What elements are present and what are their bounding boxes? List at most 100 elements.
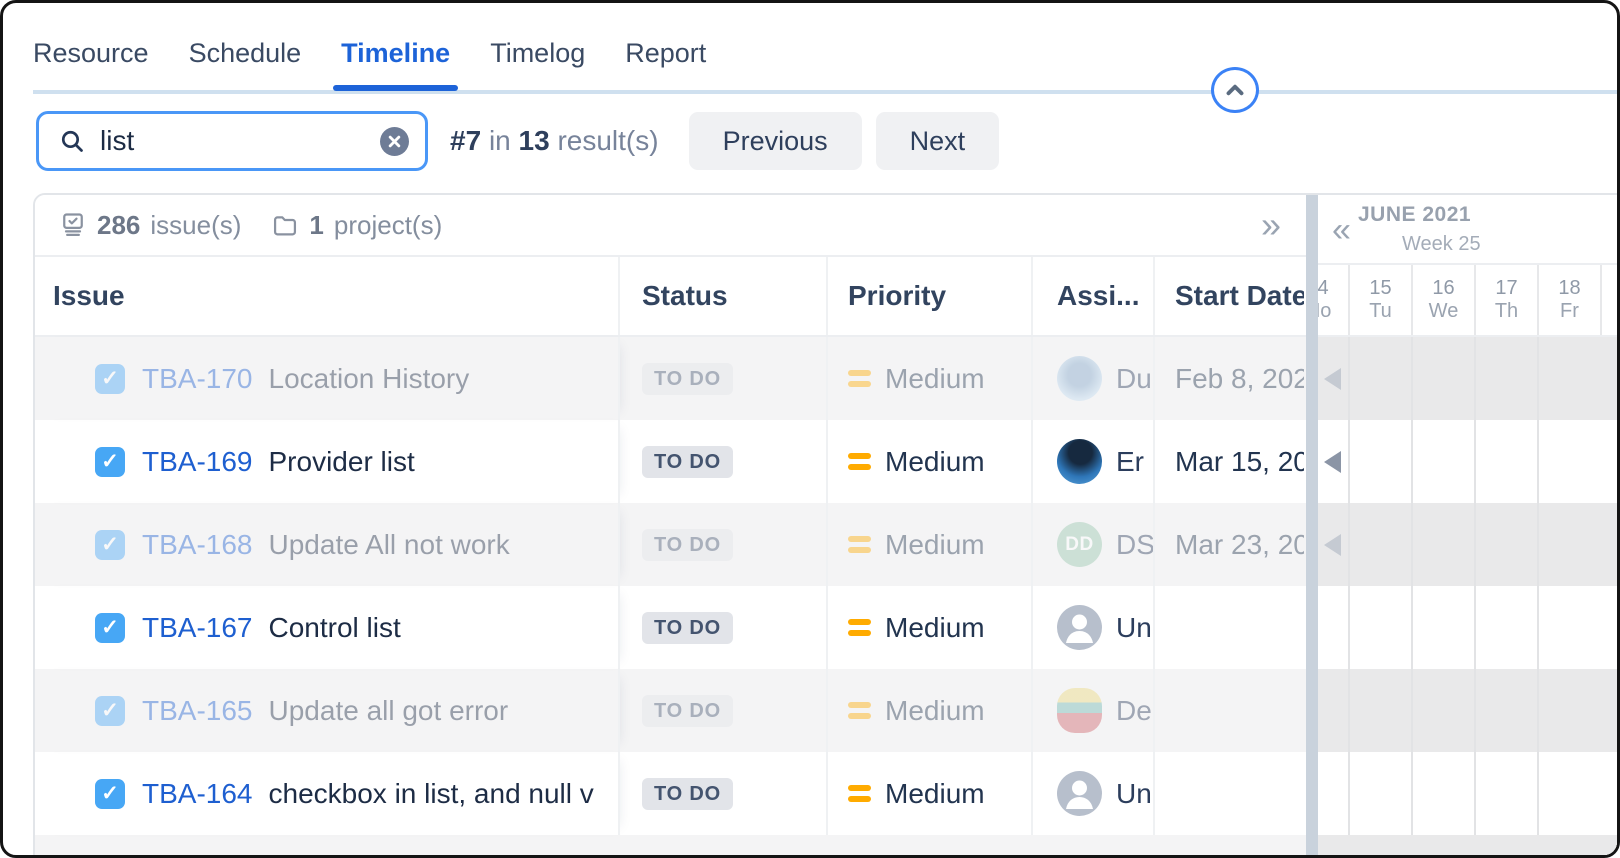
assignee-name: Er [1116, 445, 1144, 477]
issue-key[interactable]: TBA-168 [142, 528, 253, 560]
avatar-initials: DD [1057, 522, 1102, 567]
priority-medium-icon [848, 785, 871, 802]
projects-stat: 1 project(s) [271, 210, 442, 241]
timeline-row[interactable] [1318, 337, 1617, 420]
issue-key[interactable]: TBA-165 [142, 694, 253, 726]
scroll-left-icon[interactable]: « [1332, 211, 1351, 249]
tab-report[interactable]: Report [625, 38, 707, 68]
table-row[interactable]: ✓ TBA-169 Provider list TO DO Medium Er … [35, 420, 1306, 503]
row-checkbox[interactable]: ✓ [95, 612, 125, 643]
main-tabs: Resource Schedule Timeline Timelog Repor… [33, 33, 707, 91]
status-cell: TO DO [618, 503, 826, 586]
tabs-underline-track [33, 90, 1617, 94]
issue-cell: ✓ TBA-164 checkbox in list, and null v [35, 752, 618, 835]
assignee-cell: Un [1031, 586, 1153, 669]
priority-medium-icon [848, 619, 871, 636]
assignee-name: DS [1116, 528, 1153, 560]
projects-label: project(s) [333, 209, 443, 240]
issue-summary: Provider list [268, 445, 415, 477]
assignee-cell: Un [1031, 752, 1153, 835]
status-badge: TO DO [642, 445, 733, 478]
collapse-panel-button[interactable] [1211, 67, 1259, 113]
priority-cell: Medium [826, 420, 1031, 503]
search-toolbar: #7 in 13 result(s) Previous Next [36, 111, 1000, 171]
avatar [1057, 439, 1102, 484]
timeline-row[interactable] [1318, 669, 1617, 752]
next-result-button[interactable]: Next [875, 112, 1000, 170]
issue-key[interactable]: TBA-167 [142, 611, 253, 643]
column-header-status[interactable]: Status [618, 257, 826, 335]
assignee-name: Un [1116, 777, 1152, 809]
table-row[interactable]: ✓ TBA-170 Location History TO DO Medium … [35, 337, 1306, 420]
timeline-row[interactable] [1318, 752, 1617, 835]
start-date-cell: Mar 23, 20 [1153, 503, 1304, 586]
column-header-assignee[interactable]: Assi... [1031, 257, 1153, 335]
tab-resource[interactable]: Resource [33, 38, 149, 68]
issue-cell: ✓ TBA-165 Update all got error [35, 669, 618, 752]
start-date-cell [1153, 752, 1304, 835]
start-date: Mar 15, 20 [1175, 445, 1304, 477]
row-checkbox[interactable]: ✓ [95, 529, 125, 560]
issue-key[interactable]: TBA-169 [142, 445, 253, 477]
priority-medium-icon [848, 536, 871, 553]
table-timeline-splitter[interactable] [1306, 195, 1318, 855]
assignee-name: Un [1116, 611, 1152, 643]
table-row[interactable]: ✓ TBA-167 Control list TO DO Medium Un [35, 586, 1306, 669]
partially-visible-timeline-row [1318, 835, 1617, 855]
check-icon: ✓ [101, 616, 119, 639]
stats-bar: 286 issue(s) 1 project(s) » [35, 195, 1306, 257]
assignee-cell: Du [1031, 337, 1153, 420]
offscreen-left-marker-icon[interactable] [1324, 533, 1341, 556]
priority-cell: Medium [826, 669, 1031, 752]
priority-label: Medium [885, 694, 985, 726]
table-row[interactable]: ✓ TBA-165 Update all got error TO DO Med… [35, 669, 1306, 752]
issue-key[interactable]: TBA-164 [142, 777, 253, 809]
assignee-name: De [1116, 694, 1152, 726]
unassigned-avatar-icon [1057, 605, 1102, 650]
priority-cell: Medium [826, 503, 1031, 586]
search-box[interactable] [36, 111, 428, 171]
assignee-name: Du [1116, 362, 1152, 394]
tab-timeline[interactable]: Timeline [333, 33, 459, 91]
column-header-start-date[interactable]: Start Date [1153, 257, 1304, 335]
row-checkbox[interactable]: ✓ [95, 695, 125, 726]
priority-label: Medium [885, 362, 985, 394]
timeline-row[interactable] [1318, 586, 1617, 669]
priority-medium-icon [848, 370, 871, 387]
assignee-cell: DD DS [1031, 503, 1153, 586]
column-header-issue[interactable]: Issue [53, 280, 125, 311]
check-icon: ✓ [101, 699, 119, 722]
avatar [1057, 356, 1102, 401]
timeline-month-band: « JUNE 2021 Week 25 [1318, 195, 1617, 265]
chevron-up-icon [1222, 77, 1248, 103]
offscreen-left-marker-icon[interactable] [1324, 367, 1341, 390]
table-row[interactable]: ✓ TBA-164 checkbox in list, and null v T… [35, 752, 1306, 835]
row-checkbox[interactable]: ✓ [95, 778, 125, 809]
tab-timelog[interactable]: Timelog [490, 38, 586, 68]
issues-label: issue(s) [150, 209, 242, 240]
previous-result-button[interactable]: Previous [688, 112, 862, 170]
table-row[interactable]: ✓ TBA-168 Update All not work TO DO Medi… [35, 503, 1306, 586]
tab-schedule[interactable]: Schedule [188, 38, 302, 68]
expand-timeline-icon[interactable]: » [1260, 204, 1281, 245]
search-input[interactable] [100, 125, 380, 157]
row-checkbox[interactable]: ✓ [95, 446, 125, 477]
issue-summary: Location History [268, 362, 470, 394]
timeline-row[interactable] [1318, 420, 1617, 503]
day-header-cell: 15 Tu [1350, 265, 1413, 335]
row-checkbox[interactable]: ✓ [95, 363, 125, 394]
clear-search-icon[interactable] [380, 126, 409, 156]
issues-stack-icon [59, 211, 87, 239]
timeline-row[interactable] [1318, 503, 1617, 586]
unassigned-avatar-icon [1057, 771, 1102, 816]
issue-key[interactable]: TBA-170 [142, 362, 253, 394]
day-header-cell: 18 Fr [1539, 265, 1602, 335]
timeline-month-label: JUNE 2021 [1358, 203, 1472, 226]
projects-count: 1 [309, 209, 324, 240]
assignee-cell: De [1031, 669, 1153, 752]
column-header-priority[interactable]: Priority [826, 257, 1031, 335]
start-date: Feb 8, 202 [1175, 362, 1304, 394]
offscreen-left-marker-icon[interactable] [1324, 450, 1341, 473]
issue-cell: ✓ TBA-169 Provider list [35, 420, 618, 503]
